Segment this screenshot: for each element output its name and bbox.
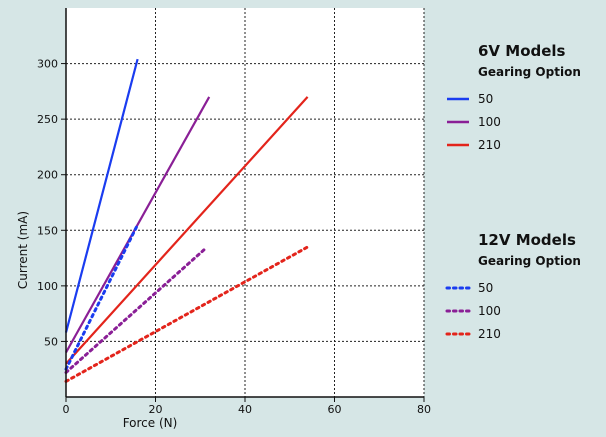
x-tick-label-4: 80 (417, 403, 431, 416)
legend-group-subtitle-0: Gearing Option (478, 65, 581, 79)
y-tick-label-1: 100 (37, 280, 58, 293)
series-line-6v-50 (64, 58, 139, 333)
series-line-6v-100 (65, 96, 211, 354)
x-tick-label-1: 20 (149, 403, 163, 416)
legend-label-0-1: 100 (478, 115, 501, 129)
grid-lines (66, 8, 425, 397)
legend-group-title-1: 12V Models (478, 231, 576, 249)
y-axis-label: Current (mA) (16, 211, 30, 289)
y-tick-label-2: 150 (37, 224, 58, 237)
y-tick-label-5: 300 (37, 58, 58, 71)
legend-label-1-2: 210 (478, 327, 501, 341)
legend: 6V Models Gearing Option 50 100 210 12V Model… (445, 42, 581, 341)
series-line-12v-210 (64, 245, 310, 383)
legend-label-0-2: 210 (478, 138, 501, 152)
legend-label-0-0: 50 (478, 92, 493, 106)
y-tick-label-4: 250 (37, 113, 58, 126)
legend-group-subtitle-1: Gearing Option (478, 254, 581, 268)
y-tick-label-0: 50 (44, 335, 58, 348)
series-line-6v-210 (65, 96, 309, 365)
y-tick-label-3: 200 (37, 169, 58, 182)
series-line-12v-50 (64, 223, 140, 371)
x-tick-label-3: 60 (328, 403, 342, 416)
legend-group-title-0: 6V Models (478, 42, 566, 60)
series-lines (64, 58, 310, 383)
legend-label-1-1: 100 (478, 304, 501, 318)
tick-labels: 0 20 40 60 80 50 100 150 200 250 300 (37, 58, 431, 416)
series-line-12v-100 (64, 247, 207, 374)
x-tick-label-2: 40 (238, 403, 252, 416)
x-axis-label: Force (N) (123, 416, 178, 430)
plot-background (66, 8, 424, 397)
legend-label-1-0: 50 (478, 281, 493, 295)
x-tick-label-0: 0 (63, 403, 70, 416)
